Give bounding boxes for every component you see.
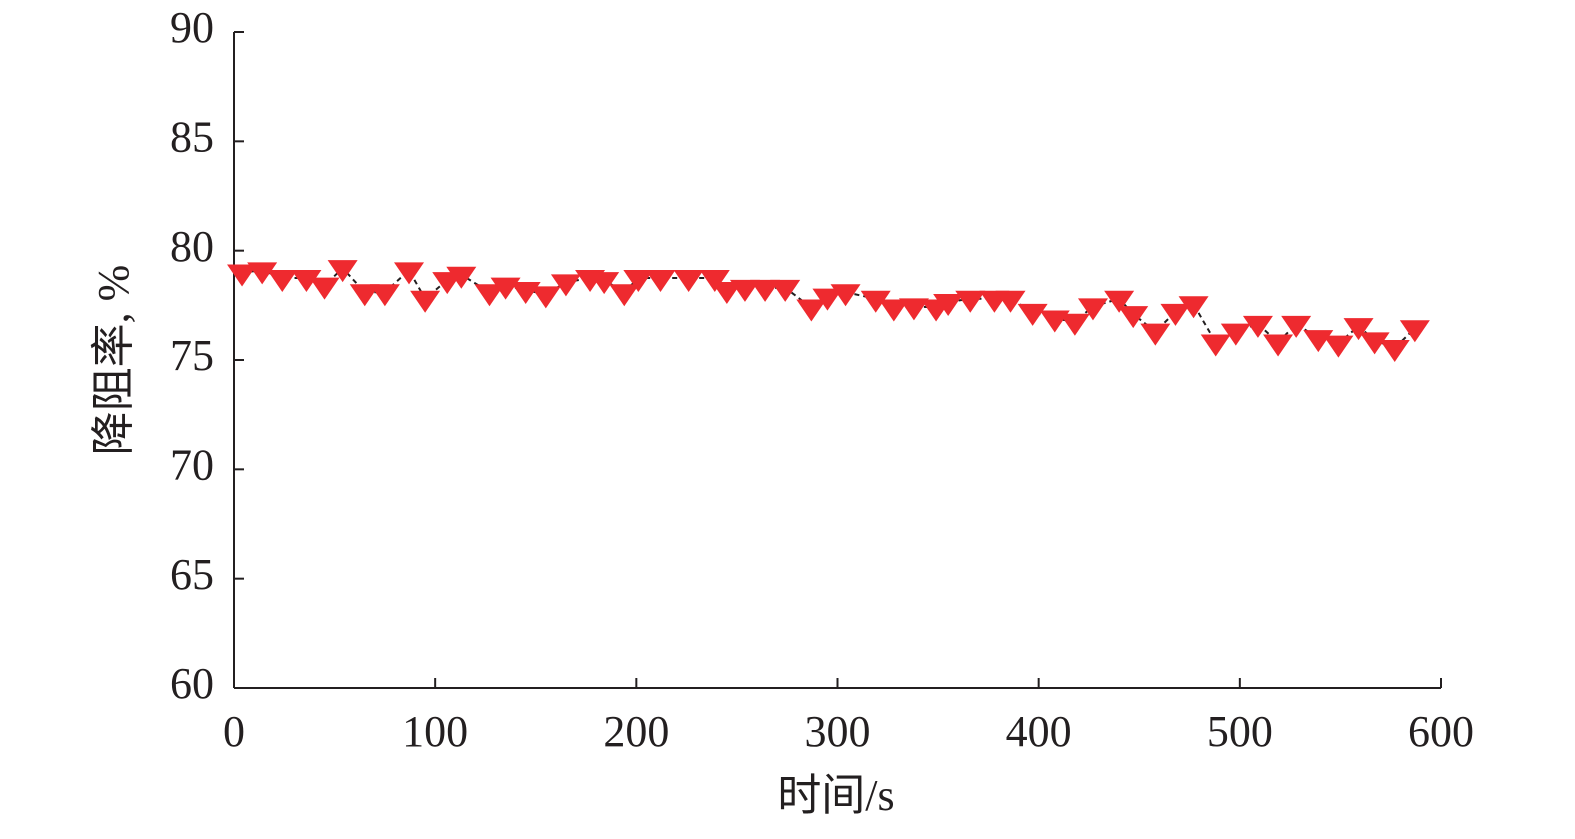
x-tick-label: 600: [1408, 707, 1474, 756]
y-axis-title: 降阻率, %: [89, 265, 138, 456]
x-tick-label: 300: [805, 707, 871, 756]
marker: [369, 284, 400, 307]
marker: [673, 270, 704, 292]
marker: [750, 279, 781, 302]
y-tick-label: 85: [170, 112, 214, 161]
x-axis-title: 时间/s: [777, 771, 894, 820]
marker: [247, 262, 278, 285]
marker: [1359, 332, 1390, 355]
marker: [550, 274, 581, 297]
marker: [796, 299, 827, 322]
marker: [955, 290, 986, 313]
marker: [1200, 334, 1231, 357]
marker: [291, 270, 322, 292]
x-tick-label: 0: [223, 707, 245, 756]
marker: [860, 290, 891, 313]
marker: [623, 270, 654, 292]
marker: [830, 284, 861, 307]
marker: [1323, 335, 1354, 358]
marker: [1178, 296, 1209, 319]
y-tick-label: 70: [170, 440, 214, 489]
marker: [933, 294, 964, 317]
marker: [474, 284, 505, 307]
marker: [1059, 313, 1090, 336]
marker: [1160, 303, 1191, 326]
marker: [1281, 315, 1312, 338]
marker: [1077, 298, 1108, 321]
x-tick-label: 500: [1207, 707, 1273, 756]
y-tick-label: 75: [170, 331, 214, 380]
y-tick-label: 90: [170, 3, 214, 52]
marker: [711, 282, 742, 305]
marker: [1242, 315, 1273, 338]
marker: [898, 298, 929, 321]
marker: [609, 284, 640, 307]
marker: [995, 290, 1026, 313]
marker: [1140, 323, 1171, 346]
marker: [1220, 323, 1251, 346]
y-tick-label: 80: [170, 222, 214, 271]
marker: [530, 286, 561, 309]
y-tick-label: 60: [170, 659, 214, 708]
marker: [394, 262, 425, 285]
marker: [446, 266, 477, 289]
marker: [267, 270, 298, 292]
marker: [227, 264, 258, 287]
marker: [410, 290, 441, 313]
y-tick-label: 65: [170, 550, 214, 599]
marker: [770, 279, 801, 302]
marker: [1104, 290, 1135, 313]
marker: [729, 279, 760, 302]
x-tick-label: 400: [1006, 707, 1072, 756]
marker: [327, 260, 358, 283]
marker: [699, 270, 730, 292]
marker: [349, 284, 380, 307]
marker: [1399, 320, 1430, 343]
x-tick-label: 200: [603, 707, 669, 756]
marker: [1343, 318, 1374, 341]
marker: [1118, 306, 1149, 329]
marker: [878, 299, 909, 322]
marker: [589, 272, 620, 295]
x-tick-label: 100: [402, 707, 468, 756]
marker: [1263, 334, 1294, 357]
marker: [645, 270, 676, 292]
marker: [812, 288, 843, 311]
marker: [1379, 339, 1410, 362]
marker: [309, 277, 340, 300]
marker: [1017, 303, 1048, 326]
